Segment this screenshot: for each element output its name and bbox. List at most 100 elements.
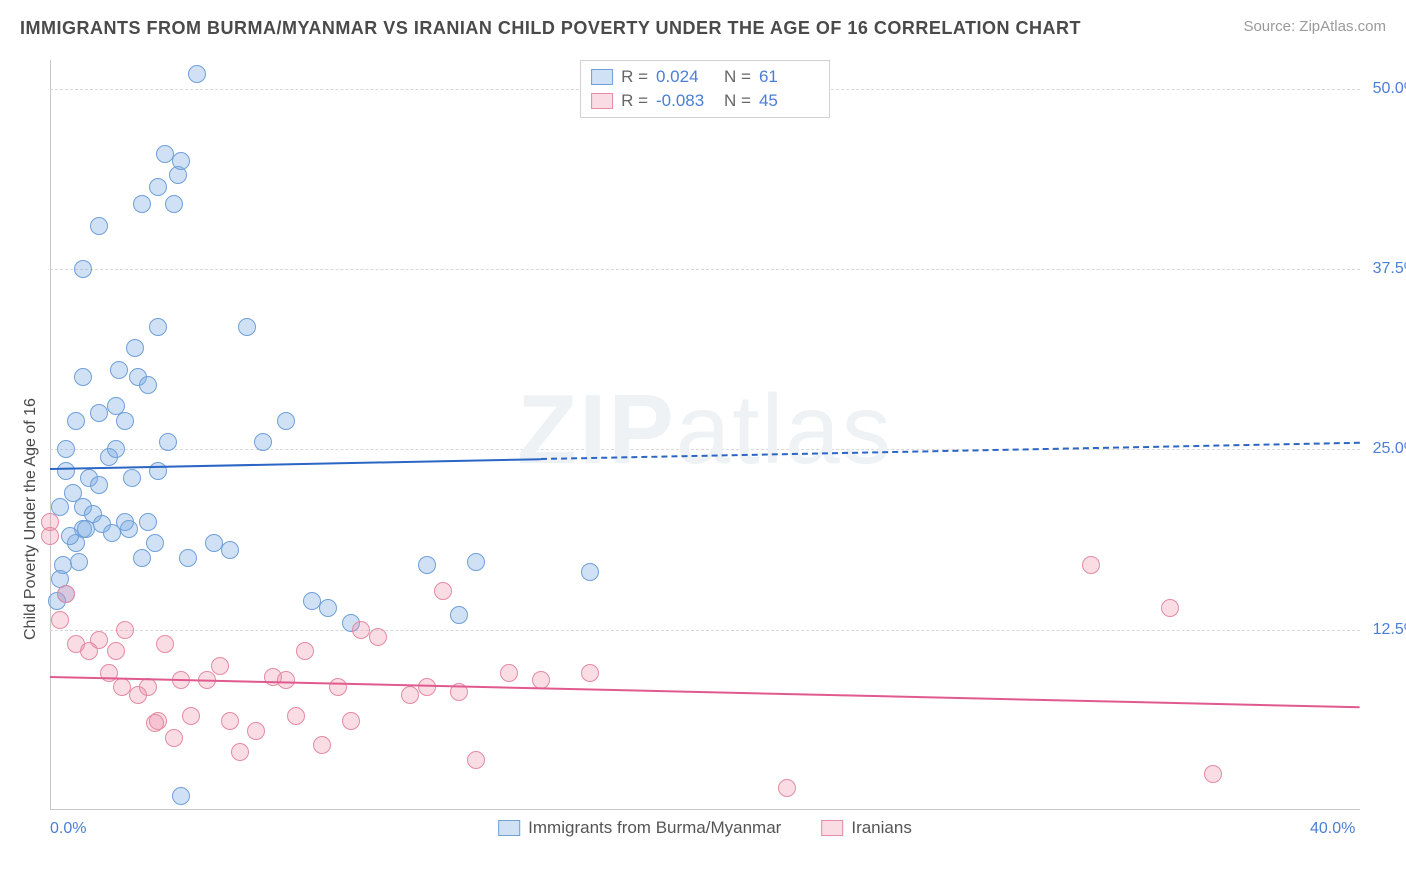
legend-series-item: Immigrants from Burma/Myanmar xyxy=(498,818,781,838)
scatter-point xyxy=(319,599,337,617)
x-axis-line xyxy=(50,809,1360,810)
scatter-point xyxy=(103,524,121,542)
scatter-point xyxy=(434,582,452,600)
scatter-point xyxy=(159,433,177,451)
scatter-point xyxy=(254,433,272,451)
legend-r-label: R = xyxy=(621,65,648,89)
plot-region: 12.5%25.0%37.5%50.0%0.0%40.0% xyxy=(50,60,1360,810)
y-tick-label: 12.5% xyxy=(1373,621,1406,639)
scatter-point xyxy=(90,217,108,235)
x-tick-label: 0.0% xyxy=(50,820,86,838)
legend-n-value: 61 xyxy=(759,65,819,89)
y-tick-label: 50.0% xyxy=(1373,80,1406,98)
header: IMMIGRANTS FROM BURMA/MYANMAR VS IRANIAN… xyxy=(20,18,1386,39)
scatter-point xyxy=(221,541,239,559)
scatter-point xyxy=(149,318,167,336)
scatter-point xyxy=(116,621,134,639)
x-tick-label: 40.0% xyxy=(1310,820,1355,838)
scatter-point xyxy=(188,65,206,83)
y-axis-label: Child Poverty Under the Age of 16 xyxy=(22,398,40,640)
scatter-point xyxy=(107,642,125,660)
scatter-point xyxy=(139,513,157,531)
y-axis-line xyxy=(50,60,51,810)
scatter-point xyxy=(581,664,599,682)
legend-swatch xyxy=(591,93,613,109)
scatter-point xyxy=(156,635,174,653)
scatter-point xyxy=(67,412,85,430)
scatter-point xyxy=(418,678,436,696)
scatter-point xyxy=(133,549,151,567)
trend-line xyxy=(50,676,1360,708)
legend-r-value: -0.083 xyxy=(656,89,716,113)
scatter-point xyxy=(179,549,197,567)
scatter-point xyxy=(277,671,295,689)
chart-title: IMMIGRANTS FROM BURMA/MYANMAR VS IRANIAN… xyxy=(20,18,1081,39)
trend-line xyxy=(541,442,1360,460)
scatter-point xyxy=(211,657,229,675)
scatter-point xyxy=(54,556,72,574)
scatter-point xyxy=(352,621,370,639)
legend-swatch xyxy=(821,820,843,836)
source-attribution: Source: ZipAtlas.com xyxy=(1243,18,1386,35)
scatter-point xyxy=(57,462,75,480)
legend-series-label: Immigrants from Burma/Myanmar xyxy=(528,818,781,838)
scatter-point xyxy=(467,553,485,571)
scatter-point xyxy=(90,404,108,422)
scatter-point xyxy=(1082,556,1100,574)
scatter-point xyxy=(221,712,239,730)
scatter-point xyxy=(61,527,79,545)
trend-line xyxy=(50,458,541,470)
legend-r-label: R = xyxy=(621,89,648,113)
scatter-point xyxy=(74,368,92,386)
chart-area: ZIPatlas 12.5%25.0%37.5%50.0%0.0%40.0% R… xyxy=(50,60,1360,810)
scatter-point xyxy=(139,678,157,696)
scatter-point xyxy=(296,642,314,660)
scatter-point xyxy=(247,722,265,740)
scatter-point xyxy=(110,361,128,379)
y-tick-label: 37.5% xyxy=(1373,260,1406,278)
legend-series-label: Iranians xyxy=(851,818,911,838)
scatter-point xyxy=(146,714,164,732)
scatter-point xyxy=(172,152,190,170)
scatter-point xyxy=(57,440,75,458)
scatter-point xyxy=(51,611,69,629)
scatter-point xyxy=(329,678,347,696)
legend-stats: R = 0.024N = 61R = -0.083N = 45 xyxy=(580,60,830,118)
scatter-point xyxy=(205,534,223,552)
scatter-point xyxy=(287,707,305,725)
scatter-point xyxy=(120,520,138,538)
legend-stat-row: R = 0.024N = 61 xyxy=(591,65,819,89)
scatter-point xyxy=(133,195,151,213)
legend-series: Immigrants from Burma/Myanmar Iranians xyxy=(498,818,912,838)
legend-swatch xyxy=(591,69,613,85)
legend-swatch xyxy=(498,820,520,836)
scatter-point xyxy=(74,260,92,278)
gridline xyxy=(50,449,1360,450)
scatter-point xyxy=(238,318,256,336)
y-tick-label: 25.0% xyxy=(1373,440,1406,458)
scatter-point xyxy=(77,520,95,538)
scatter-point xyxy=(1161,599,1179,617)
scatter-point xyxy=(123,469,141,487)
scatter-point xyxy=(342,712,360,730)
scatter-point xyxy=(139,376,157,394)
scatter-point xyxy=(450,606,468,624)
scatter-point xyxy=(90,631,108,649)
scatter-point xyxy=(303,592,321,610)
scatter-point xyxy=(500,664,518,682)
scatter-point xyxy=(172,787,190,805)
scatter-point xyxy=(70,553,88,571)
scatter-point xyxy=(165,729,183,747)
scatter-point xyxy=(1204,765,1222,783)
scatter-point xyxy=(369,628,387,646)
scatter-point xyxy=(90,476,108,494)
scatter-point xyxy=(165,195,183,213)
legend-r-value: 0.024 xyxy=(656,65,716,89)
scatter-point xyxy=(401,686,419,704)
scatter-point xyxy=(126,339,144,357)
legend-n-value: 45 xyxy=(759,89,819,113)
scatter-point xyxy=(277,412,295,430)
scatter-point xyxy=(149,178,167,196)
scatter-point xyxy=(231,743,249,761)
scatter-point xyxy=(418,556,436,574)
